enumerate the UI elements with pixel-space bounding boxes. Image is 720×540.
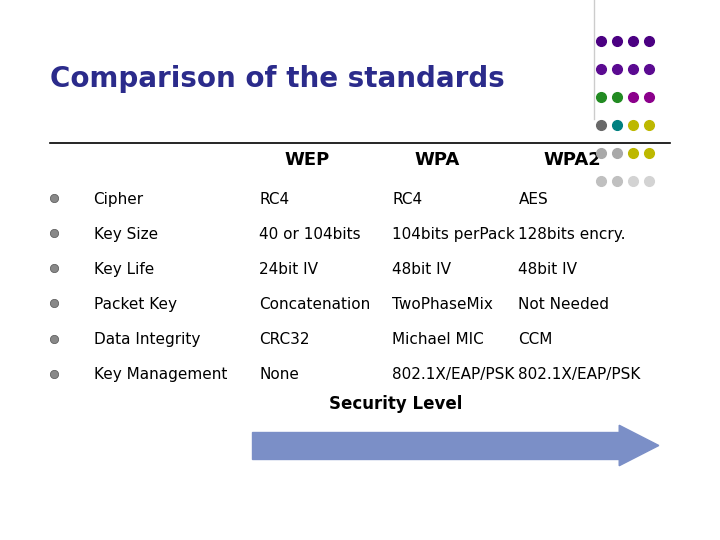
Text: CRC32: CRC32 (259, 332, 310, 347)
Text: Michael MIC: Michael MIC (392, 332, 484, 347)
Text: 802.1X/EAP/PSK: 802.1X/EAP/PSK (518, 367, 641, 382)
Text: WPA: WPA (414, 151, 459, 169)
Text: Key Size: Key Size (94, 227, 158, 242)
Text: Concatenation: Concatenation (259, 297, 371, 312)
Text: Cipher: Cipher (94, 192, 144, 207)
Text: None: None (259, 367, 299, 382)
Text: Comparison of the standards: Comparison of the standards (50, 65, 505, 93)
Text: Not Needed: Not Needed (518, 297, 609, 312)
Text: 128bits encry.: 128bits encry. (518, 227, 626, 242)
Text: Security Level: Security Level (329, 395, 463, 413)
Text: WEP: WEP (284, 151, 330, 169)
Text: Key Management: Key Management (94, 367, 227, 382)
Text: WPA2: WPA2 (544, 151, 601, 169)
Bar (252, 432, 619, 459)
Text: 104bits perPack: 104bits perPack (392, 227, 515, 242)
Text: CCM: CCM (518, 332, 553, 347)
Text: 40 or 104bits: 40 or 104bits (259, 227, 361, 242)
Text: Data Integrity: Data Integrity (94, 332, 200, 347)
Text: TwoPhaseMix: TwoPhaseMix (392, 297, 493, 312)
Text: RC4: RC4 (392, 192, 423, 207)
Text: 48bit IV: 48bit IV (392, 262, 451, 277)
Text: Packet Key: Packet Key (94, 297, 176, 312)
Text: 802.1X/EAP/PSK: 802.1X/EAP/PSK (392, 367, 515, 382)
Text: 24bit IV: 24bit IV (259, 262, 318, 277)
Text: Key Life: Key Life (94, 262, 154, 277)
Text: RC4: RC4 (259, 192, 289, 207)
Text: AES: AES (518, 192, 548, 207)
Text: 48bit IV: 48bit IV (518, 262, 577, 277)
Polygon shape (619, 426, 659, 465)
